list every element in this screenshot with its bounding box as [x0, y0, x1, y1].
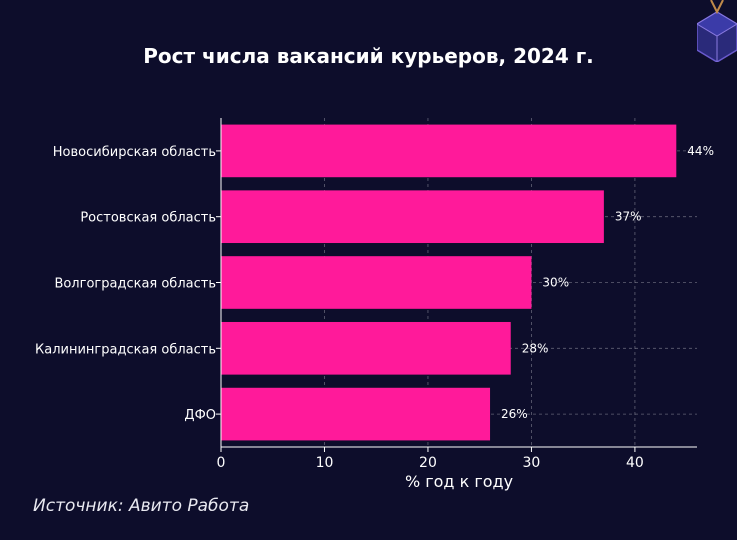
data-label-3: 28% [522, 341, 549, 355]
category-label-3: Калининградская область [35, 342, 216, 357]
data-label-1: 37% [615, 210, 642, 224]
data-labels: 44% 37% 30% 28% 26% [501, 144, 714, 421]
category-label-0: Новосибирская область [53, 145, 216, 160]
category-label-2: Волгоградская область [54, 277, 216, 292]
chart-title: Рост числа вакансий курьеров, 2024 г. [143, 44, 594, 68]
x-tick-label-2: 20 [419, 455, 437, 471]
x-tick-label-0: 0 [217, 455, 226, 471]
data-label-2: 30% [542, 276, 569, 290]
x-tick-label-1: 10 [316, 455, 334, 471]
x-tick-label-4: 40 [626, 455, 644, 471]
bars [221, 124, 677, 441]
bar-2 [221, 256, 532, 309]
bar-1 [221, 190, 604, 244]
category-label-4: ДФО [184, 408, 216, 423]
data-label-0: 44% [687, 144, 714, 158]
category-labels: Новосибирская область Ростовская область В… [35, 145, 221, 423]
data-label-4: 26% [501, 407, 528, 421]
x-axis-label: % год к году [405, 472, 513, 491]
bar-0 [221, 124, 677, 178]
source-note: Источник: Авито Работа [33, 496, 250, 516]
cube-logo-icon [697, 0, 737, 62]
x-tick-label-3: 30 [523, 455, 541, 471]
bar-3 [221, 321, 511, 375]
bar-4 [221, 387, 491, 441]
category-label-1: Ростовская область [80, 211, 216, 226]
x-ticks: 0 10 20 30 40 [217, 447, 644, 471]
